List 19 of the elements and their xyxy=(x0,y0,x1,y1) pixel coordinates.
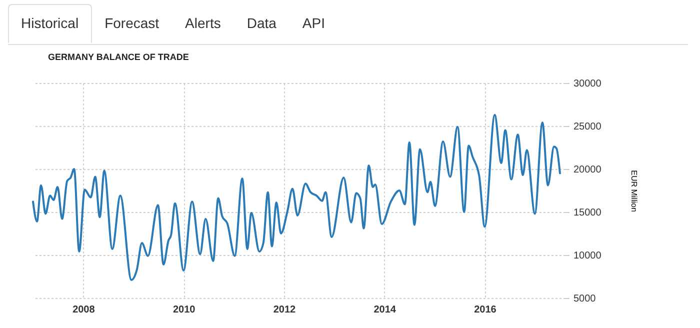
x-tick-label: 2008 xyxy=(72,304,96,316)
y-tick-label: 20000 xyxy=(574,164,602,176)
x-tick-label: 2010 xyxy=(172,304,196,316)
x-tick-label: 2012 xyxy=(273,304,296,316)
line-series xyxy=(32,114,561,281)
y-tick-label: 15000 xyxy=(574,208,602,218)
text: Alerts xyxy=(184,14,222,33)
text: Forecast xyxy=(104,14,160,33)
text: Data xyxy=(246,14,278,33)
text: Historical xyxy=(8,4,92,43)
y-axis-title: EUR Million xyxy=(629,170,638,212)
y-tick-label: 30000 xyxy=(574,78,602,90)
chart-title: GERMANY BALANCE OF TRADE xyxy=(48,52,189,62)
x-tick-label: 2016 xyxy=(474,304,497,316)
y-tick-label: 5000 xyxy=(574,294,596,304)
y-tick-label: 10000 xyxy=(574,250,602,262)
text: API xyxy=(301,14,326,33)
y-tick-label: 25000 xyxy=(574,122,602,132)
x-tick-label: 2014 xyxy=(374,304,396,316)
